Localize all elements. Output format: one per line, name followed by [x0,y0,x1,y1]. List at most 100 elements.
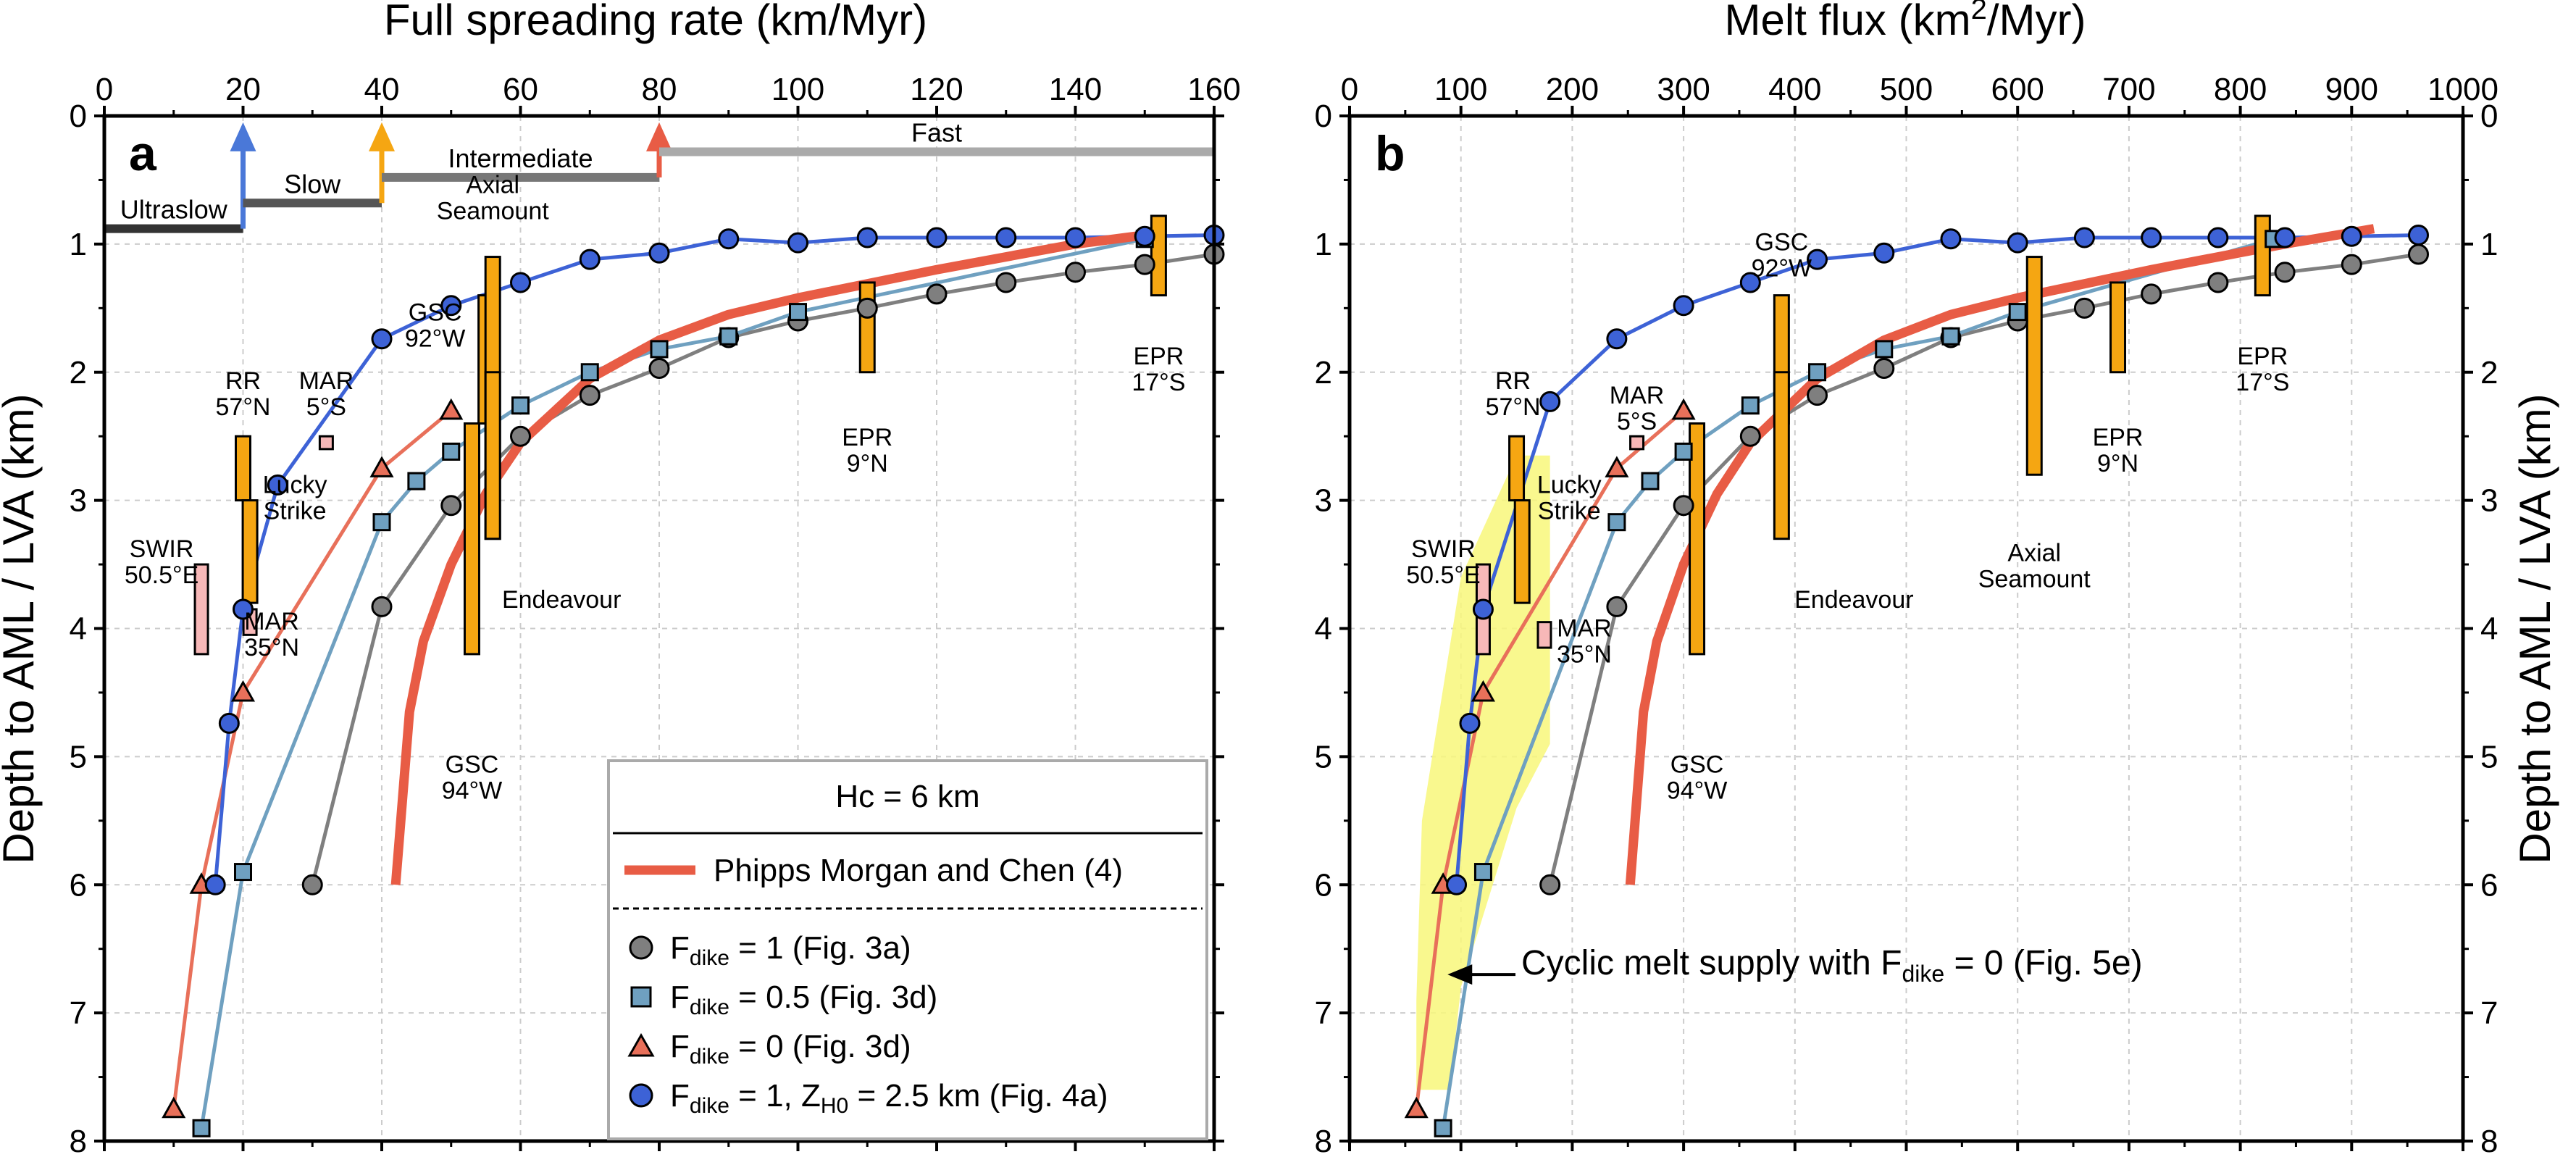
panel-b-series-dike1-point [1873,357,1895,379]
panel-b-series-dike1-point [2341,254,2362,275]
panel-b-site-label: Lucky [1537,472,1602,499]
panel-b-site-bar [1773,371,1790,540]
legend: Hc = 6 km Phipps Morgan and Chen (4) Fdi… [607,759,1208,1140]
panel-b-ytick-label-right: 0 [2480,99,2498,134]
panel-b-site-label: MAR [1557,615,1612,643]
panel-b-ytick-label: 3 [1315,483,1332,519]
panel-a-ylabel: Depth to AML / LVA (km) [0,393,43,864]
panel-a-ytick-label: 6 [70,867,87,903]
panel-b-series-zh0-point [1539,390,1561,412]
panel-b-site-label: RR [1495,367,1531,395]
panel-b-xtick-label: 700 [2102,72,2155,107]
panel-a-site-bar [463,422,480,656]
panel-a-xtick-label: 20 [225,72,261,107]
panel-b-xtick-label: 300 [1657,72,1710,107]
panel-b-series-dike1-point [1739,425,1761,447]
panel-b-site-label: EPR [2237,343,2288,370]
panel-b-xtick-label: 100 [1434,72,1487,107]
panel-a-series-zh0-point [1065,227,1086,248]
panel-a-series-zh0-point [579,248,601,270]
panel-a-site-label: 50.5°E [125,561,198,589]
range-label-ultraslow: Ultraslow [120,195,228,225]
panel-b-site-bar [1513,499,1531,604]
panel-b-site-label: Endeavour [1794,586,1913,614]
panel-a-site-label: Endeavour [502,586,621,614]
panel-b-site-bar [1508,435,1526,502]
panel-a-site-bar [858,281,876,374]
panel-b-series-zh0-point [2073,227,2095,248]
legend-box [607,759,1208,1140]
panel-a-series-dike1-point [579,385,601,406]
panel-a-series-zh0-point [371,328,393,350]
legend-dike05-marker [630,986,652,1008]
panel-b-series-pmc-line [1625,224,2375,885]
panel-a-series-dike05-point [719,327,738,346]
panel-b-xtick-label: 800 [2214,72,2267,107]
panel-a-site-label: 35°N [244,634,299,661]
panel-b-site-label: 57°N [1486,393,1541,421]
panel-a-series-dike0-point [369,456,394,477]
legend-zh0-marker [629,1083,653,1108]
panel-b-series-dike05-point [1434,1119,1452,1137]
panel-a-series-dike0-point [439,398,464,420]
panel-b-ytick-label-right: 6 [2480,867,2498,903]
panel-a-series-zh0-point [218,712,240,734]
panel-a-series-dike0-point [162,1096,186,1119]
panel-b-ytick-label: 2 [1315,355,1332,390]
panel-b-series-dike05-point [1875,340,1894,359]
panel-b: Melt flux (km2/Myr) b Depth to AML / LVA… [1315,0,2559,1157]
panel-a-site-label: 5°S [306,393,346,421]
panel-b-site-label: 92°W [1752,255,1812,283]
panel-a-series-zh0-point [787,232,808,254]
panel-b-ytick-label: 6 [1315,867,1332,903]
legend-zh0-label: Fdike = 1, ZH0 = 2.5 km (Fig. 4a) [670,1078,1108,1118]
panel-a-series-dike05-point [511,396,530,415]
panel-a-series-zh0-point [648,242,670,264]
legend-pmc-label: Phipps Morgan and Chen (4) [714,853,1123,888]
panel-a-series-dike1-point [301,874,323,895]
panel-b-series-dike05-point [1941,327,1960,346]
panel-a-site-label: EPR [842,424,892,451]
panel-b-series-dike0-point [1471,680,1495,702]
panel-a-ytick-label: 1 [70,227,87,262]
panel-a-series-dike0-point [230,680,256,702]
panel-b-ytick-label-right: 7 [2480,995,2498,1031]
panel-a-series-dike05-point [372,513,391,532]
panel-a-site-bar [1150,214,1167,297]
panel-b-ytick-label-right: 8 [2480,1124,2498,1157]
panel-a-ytick-label: 8 [70,1124,87,1157]
panel-b-site-bar [1689,422,1706,656]
panel-b-series-zh0-point [1940,228,1962,250]
panel-a-series-dike05-point [192,1119,211,1137]
panel-a-series-dike1-point [995,272,1017,293]
panel-a-series-zh0-point [440,295,462,317]
panel-a-ytick-label: 3 [70,483,87,519]
panel-b-series-dike05-point [1808,363,1827,382]
panel-a-series-dike1-point [510,425,531,447]
panel-a-xtick-label: 140 [1049,72,1102,107]
panel-b-ytick-label-right: 2 [2480,355,2498,390]
panel-a-site-bar [241,499,259,604]
range-boundary-arrow-head [646,122,672,151]
panel-b-series-dike1-point [2274,262,2296,283]
panel-b-series-dike0-point [1404,1096,1429,1119]
legend-dike1-marker [629,935,653,960]
panel-b-series-dike1-point [1539,874,1561,895]
panel-a-site-label: 17°S [1132,369,1185,396]
panel-b-series-dike1-point [2073,297,2095,319]
range-boundary-arrow-head [369,122,395,151]
panel-a-site-bar [193,563,209,656]
range-label-fast: Fast [911,118,962,148]
panel-a-ytick-label: 0 [70,99,87,134]
panel-a-series-zh0-point [204,874,226,895]
panel-a-site-label: MAR [299,367,354,395]
panel-a-site-label: 9°N [847,450,888,477]
panel-b-series-zh0-point [1739,272,1761,293]
panel-b-site-label: 35°N [1557,641,1612,669]
panel-a-xlabel: Full spreading rate (km/Myr) [384,0,927,44]
panel-a-xtick-label: 40 [364,72,400,107]
panel-b-series-zh0-point [1673,295,1694,317]
panel-b-series-zh0-point [1446,874,1468,895]
panel-a-xtick-label: 80 [642,72,677,107]
